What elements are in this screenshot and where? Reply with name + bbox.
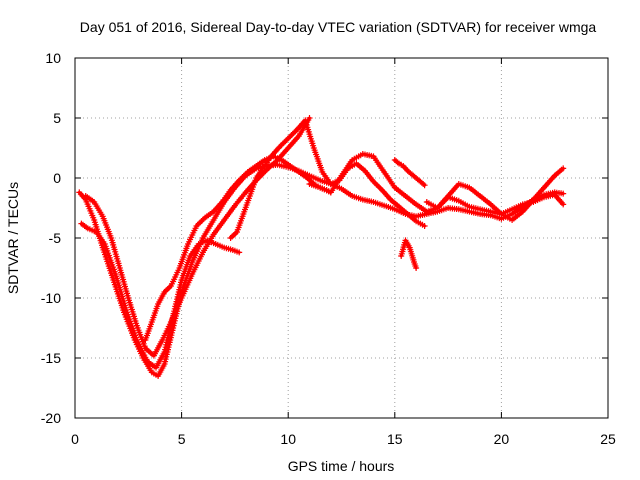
series-markers xyxy=(142,153,334,343)
x-tick-label: 5 xyxy=(178,431,186,447)
series-arc-9 xyxy=(423,191,567,217)
series-arc-7 xyxy=(391,157,428,189)
series-markers xyxy=(398,237,420,271)
series-arc-8 xyxy=(398,237,420,271)
series-arc-1 xyxy=(76,161,567,379)
grid-layer xyxy=(75,58,608,418)
x-tick-label: 10 xyxy=(280,431,296,447)
x-axis-label: GPS time / hours xyxy=(288,458,395,474)
series-markers xyxy=(76,161,567,379)
x-tick-label: 25 xyxy=(600,431,616,447)
x-tick-label: 15 xyxy=(387,431,403,447)
y-tick-label: 10 xyxy=(45,50,61,66)
series-markers xyxy=(423,191,567,217)
series-markers xyxy=(391,157,428,189)
y-tick-label: -5 xyxy=(49,230,62,246)
x-tick-label: 0 xyxy=(71,431,79,447)
y-axis-label: SDTVAR / TECUs xyxy=(5,182,21,294)
x-tick-label: 20 xyxy=(494,431,510,447)
series-arc-3 xyxy=(142,153,334,343)
series-markers xyxy=(78,220,243,371)
series-line xyxy=(77,163,565,378)
series-layer xyxy=(76,115,567,379)
y-tick-label: 0 xyxy=(53,170,61,186)
plot-frame xyxy=(74,57,609,419)
y-tick-label: -20 xyxy=(41,410,61,426)
series-markers xyxy=(306,151,567,223)
y-tick-label: -10 xyxy=(41,290,61,306)
series-arc-4 xyxy=(78,220,243,371)
tick-layer: 0 5 10 15 20 25 -20 -15 -10 -5 0 5 10 xyxy=(41,50,616,447)
y-tick-label: -15 xyxy=(41,350,61,366)
chart-title: Day 051 of 2016, Sidereal Day-to-day VTE… xyxy=(80,19,597,35)
y-tick-label: 5 xyxy=(53,110,61,126)
